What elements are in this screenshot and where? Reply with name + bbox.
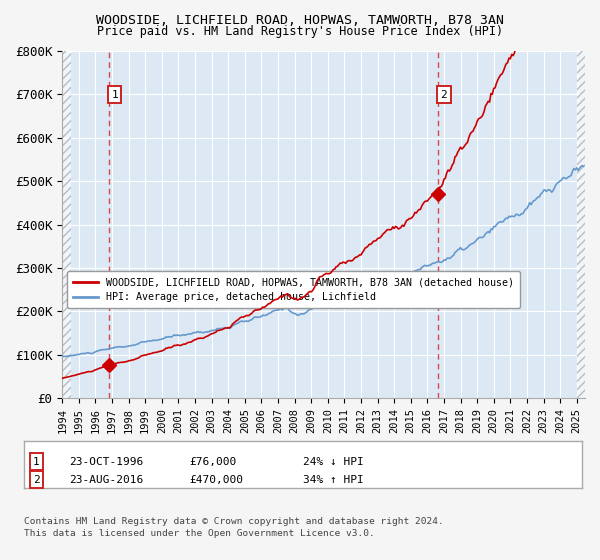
Text: 24% ↓ HPI: 24% ↓ HPI	[303, 457, 364, 467]
Bar	[577, 51, 585, 398]
Legend: WOODSIDE, LICHFIELD ROAD, HOPWAS, TAMWORTH, B78 3AN (detached house), HPI: Avera: WOODSIDE, LICHFIELD ROAD, HOPWAS, TAMWOR…	[67, 271, 520, 308]
Bar	[62, 51, 71, 398]
Text: Price paid vs. HM Land Registry's House Price Index (HPI): Price paid vs. HM Land Registry's House …	[97, 25, 503, 38]
Text: 23-AUG-2016: 23-AUG-2016	[69, 475, 143, 485]
Text: Contains HM Land Registry data © Crown copyright and database right 2024.: Contains HM Land Registry data © Crown c…	[24, 516, 444, 526]
Text: 1: 1	[33, 457, 40, 467]
Text: 34% ↑ HPI: 34% ↑ HPI	[303, 475, 364, 485]
Text: 1: 1	[112, 90, 118, 100]
Text: £470,000: £470,000	[189, 475, 243, 485]
Text: 2: 2	[33, 475, 40, 485]
Text: WOODSIDE, LICHFIELD ROAD, HOPWAS, TAMWORTH, B78 3AN: WOODSIDE, LICHFIELD ROAD, HOPWAS, TAMWOR…	[96, 14, 504, 27]
Text: 23-OCT-1996: 23-OCT-1996	[69, 457, 143, 467]
Text: 2: 2	[440, 90, 447, 100]
Text: £76,000: £76,000	[189, 457, 236, 467]
Text: This data is licensed under the Open Government Licence v3.0.: This data is licensed under the Open Gov…	[24, 529, 375, 538]
